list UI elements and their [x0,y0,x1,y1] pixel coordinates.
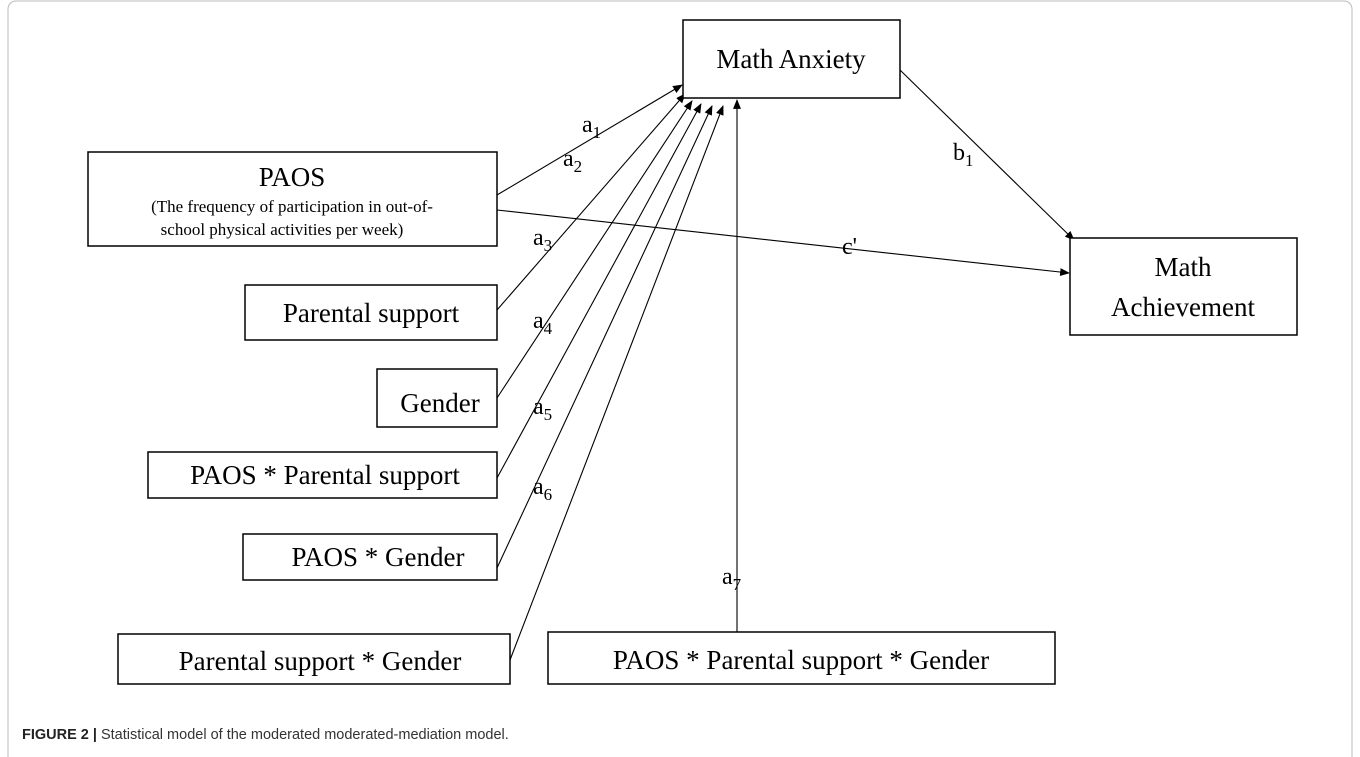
node-label: Parental support [283,298,460,328]
edge-label: a5 [533,394,552,424]
caption: FIGURE 2 | Statistical model of the moder… [22,727,509,743]
edge-label: b1 [953,140,974,170]
node-box [147,451,498,499]
node-subline: school physical activities per week) [161,220,404,239]
edge-label: a1 [582,112,601,142]
node-label: Achievement [1111,292,1255,322]
node-label: Gender [400,388,479,418]
edge [496,93,686,311]
edge [496,105,713,569]
edge [899,69,1075,241]
edge-label: a3 [533,225,552,255]
edge-label: a6 [533,474,552,504]
frame [7,0,1353,757]
edge [496,209,1070,276]
edge-label: a4 [533,308,553,338]
edge-label: c' [842,234,857,260]
node-label: PAOS * Gender [291,542,464,572]
node-label: PAOS * Parental support [190,460,460,490]
edges [496,69,1075,661]
edge [509,105,724,661]
node-label: Math [1155,252,1212,282]
edge-label: a2 [563,146,582,176]
node-box [1069,237,1298,336]
node-label: PAOS * Parental support * Gender [613,645,989,675]
node-label: Parental support * Gender [179,646,462,676]
edge-label: a7 [722,564,742,594]
edge [496,84,683,196]
node-label: Math Anxiety [716,44,866,74]
edge [496,103,702,479]
edge [496,100,693,399]
node-box [242,533,498,581]
node-box [87,151,498,247]
node-box [682,19,901,99]
node-box [244,284,498,341]
node-box [117,633,511,685]
node-subline: (The frequency of participation in out-o… [151,197,433,216]
node-box [547,631,1056,685]
node-box [376,368,498,428]
node-label: PAOS [259,162,326,192]
